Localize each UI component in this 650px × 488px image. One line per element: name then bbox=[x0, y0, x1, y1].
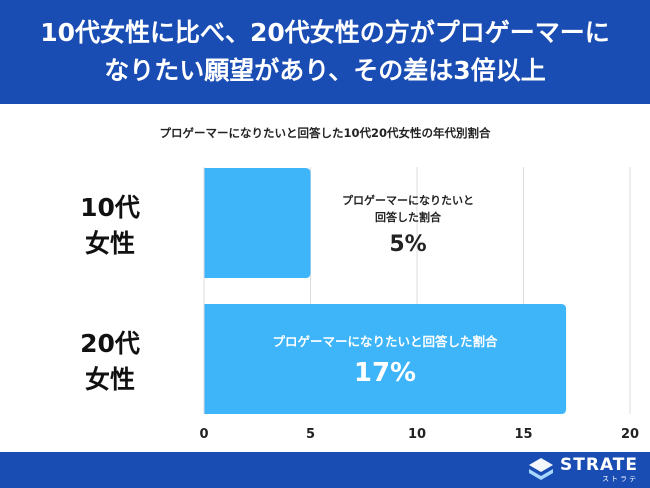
strate-logo-icon bbox=[529, 457, 554, 480]
logo-subtext: ストラテ bbox=[602, 475, 638, 483]
x-tick-label: 0 bbox=[199, 427, 208, 442]
category-label-10s: 10代 女性 bbox=[55, 190, 165, 262]
category-label-20s: 20代 女性 bbox=[55, 326, 165, 398]
category-label-line1: 20代 bbox=[80, 329, 140, 358]
x-tick-label: 15 bbox=[514, 427, 532, 442]
header-title-line2: なりたい願望があり、その差は3倍以上 bbox=[104, 56, 546, 85]
strate-logo: STRATE ストラテ bbox=[528, 456, 638, 483]
logo-text: STRATE bbox=[560, 455, 638, 475]
footer-bar: STRATE ストラテ bbox=[0, 452, 650, 488]
bar bbox=[204, 168, 311, 278]
x-tick-label: 20 bbox=[621, 427, 639, 442]
category-label-line1: 10代 bbox=[80, 193, 140, 222]
category-label-line2: 女性 bbox=[84, 229, 135, 258]
category-label-line2: 女性 bbox=[84, 365, 135, 394]
x-tick-label: 10 bbox=[408, 427, 426, 442]
page-header: 10代女性に比べ、20代女性の方がプロゲーマーに なりたい願望があり、その差は3… bbox=[0, 0, 650, 104]
data-label-caption: 回答した割合 bbox=[375, 210, 442, 224]
bar bbox=[204, 304, 567, 414]
data-label-value: 17% bbox=[354, 358, 416, 388]
header-title-line1: 10代女性に比べ、20代女性の方がプロゲーマーに bbox=[40, 18, 610, 47]
data-label-value: 5% bbox=[389, 232, 426, 257]
x-tick-label: 5 bbox=[306, 427, 315, 442]
data-label-caption: プロゲーマーになりたいと回答した割合 bbox=[272, 334, 498, 349]
data-label-caption: プロゲーマーになりたいと bbox=[342, 193, 474, 207]
chart-title: プロゲーマーになりたいと回答した10代20代女性の年代別割合 bbox=[159, 126, 491, 140]
